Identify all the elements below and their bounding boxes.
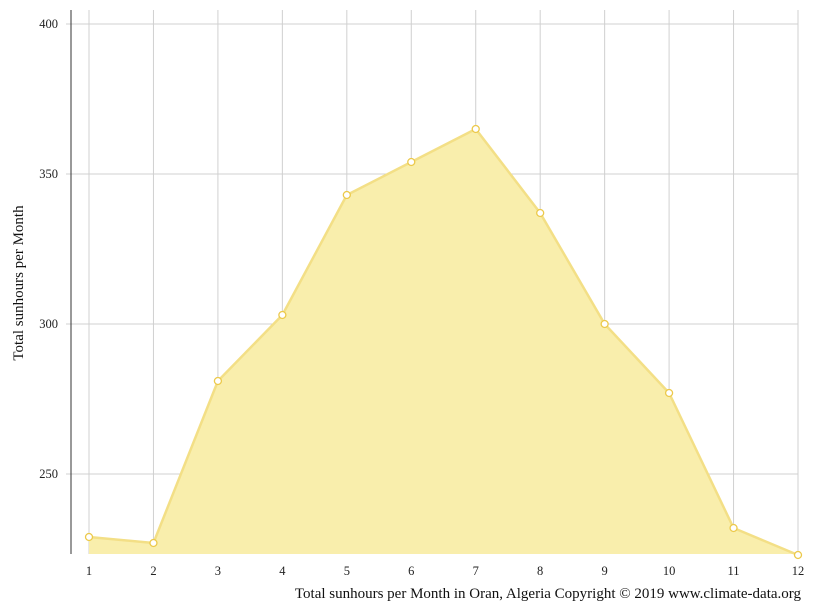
data-point (342, 190, 351, 200)
data-point (600, 319, 609, 329)
data-point (407, 157, 416, 167)
chart-caption: Total sunhours per Month in Oran, Algeri… (295, 586, 802, 602)
data-point (149, 538, 158, 548)
x-tick-label: 2 (150, 564, 156, 578)
x-tick-label: 7 (473, 564, 479, 578)
data-point (536, 208, 545, 218)
y-axis-ticks: 250 300 350 400 (39, 17, 58, 481)
x-tick-label: 12 (792, 564, 805, 578)
y-tick-label: 350 (39, 167, 58, 181)
series-area (89, 129, 798, 555)
x-axis-ticks: 1 2 3 4 5 6 7 8 9 10 11 12 (86, 564, 804, 578)
y-axis-title: Total sunhours per Month (11, 205, 27, 361)
x-tick-label: 11 (728, 564, 740, 578)
data-point (729, 523, 738, 533)
x-tick-label: 10 (663, 564, 676, 578)
x-tick-label: 3 (215, 564, 221, 578)
x-tick-label: 9 (602, 564, 608, 578)
data-points (84, 124, 803, 560)
data-point (213, 376, 223, 386)
y-tick-label: 250 (39, 467, 58, 481)
y-tick-label: 400 (39, 17, 58, 31)
data-point (793, 550, 803, 560)
x-tick-label: 6 (408, 564, 414, 578)
data-point (84, 532, 94, 542)
x-tick-label: 8 (537, 564, 543, 578)
x-tick-label: 1 (86, 564, 92, 578)
x-tick-label: 5 (344, 564, 350, 578)
data-point (664, 388, 674, 398)
data-point (471, 124, 480, 134)
data-point (278, 310, 287, 320)
x-tick-label: 4 (279, 564, 286, 578)
series-line (88, 127, 799, 557)
y-tick-label: 300 (39, 317, 58, 331)
